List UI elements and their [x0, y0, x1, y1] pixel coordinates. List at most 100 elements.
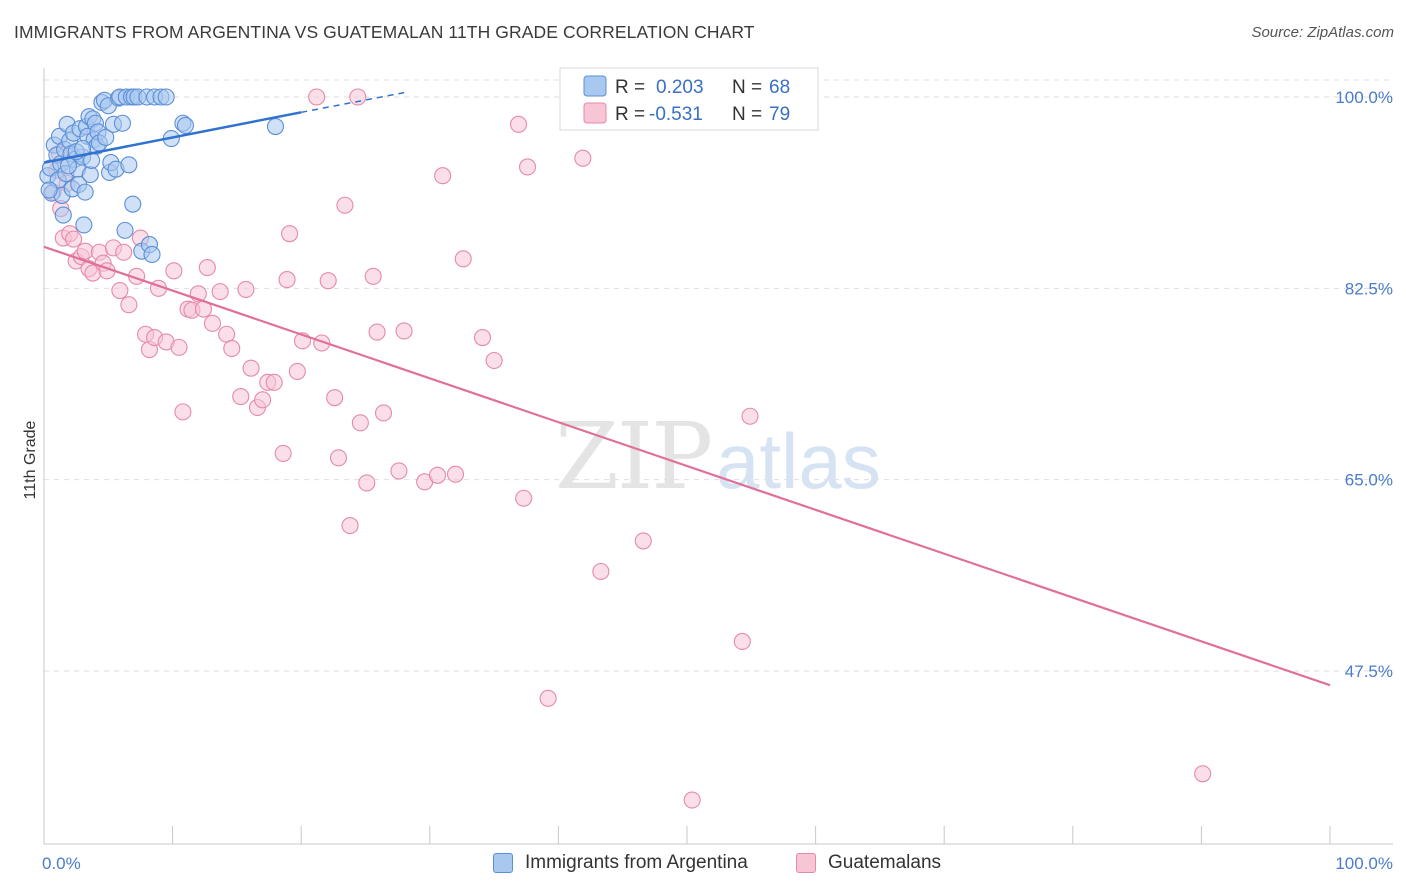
- guatemalans-trend-line: [43, 245, 1331, 687]
- guatemalans-point: [1194, 765, 1212, 783]
- bottom-legend-swatch-argentina: [493, 853, 513, 873]
- bottom-legend-swatch-guatemalans: [796, 853, 816, 873]
- guatemalans-point: [428, 466, 447, 484]
- watermark: ZIP atlas: [555, 403, 881, 510]
- argentina-point: [113, 114, 131, 132]
- guatemalans-point: [120, 296, 138, 314]
- guatemalans-point: [485, 351, 503, 370]
- y-tick-label: 47.5%: [1345, 662, 1393, 681]
- guatemalans-point: [326, 389, 344, 407]
- guatemalans-point: [170, 338, 188, 356]
- legend-r-value-2: -0.531: [649, 104, 703, 125]
- guatemalans-point: [278, 271, 296, 289]
- legend-n-label-2: N =: [732, 104, 762, 125]
- guatemalans-point: [395, 322, 413, 340]
- guatemalans-point: [741, 407, 759, 425]
- argentina-point: [266, 117, 285, 136]
- guatemalans-point: [232, 388, 250, 406]
- guatemalans-point: [434, 167, 452, 185]
- y-tick-label: 65.0%: [1345, 471, 1393, 490]
- guatemalans-point: [174, 403, 192, 421]
- chart-title: IMMIGRANTS FROM ARGENTINA VS GUATEMALAN …: [14, 22, 755, 42]
- guatemalans-point: [237, 280, 255, 298]
- guatemalans-point: [351, 414, 369, 432]
- guatemalans-point: [509, 115, 528, 133]
- x-tick-label-max: 100.0%: [1335, 854, 1393, 873]
- guatemalans-point: [203, 314, 222, 332]
- argentina-point: [143, 245, 161, 263]
- y-tick-label: 100.0%: [1335, 88, 1393, 107]
- guatemalans-point: [223, 339, 241, 358]
- argentina-point: [40, 181, 58, 199]
- guatemalans-point: [281, 225, 299, 243]
- x-tick-label-min: 0.0%: [42, 854, 81, 873]
- argentina-point: [97, 128, 115, 147]
- trend-layer: [43, 91, 1331, 687]
- argentina-point: [116, 221, 134, 239]
- legend-r-value-1: 0.203: [656, 77, 704, 98]
- guatemalans-point: [539, 689, 557, 707]
- guatemalans-point: [242, 359, 260, 377]
- guatemalans-point: [308, 88, 326, 106]
- guatemalans-point: [341, 517, 359, 535]
- guatemalans-point: [76, 242, 94, 260]
- argentina-point: [176, 116, 195, 134]
- guatemalans-point: [390, 462, 408, 480]
- guatemalans-point: [446, 465, 465, 483]
- guatemalans-point: [319, 272, 337, 290]
- legend-swatch-guatemalans: [583, 102, 607, 124]
- argentina-point: [120, 156, 138, 174]
- guatemalans-point: [211, 283, 229, 301]
- argentina-point: [76, 183, 94, 201]
- legend: R = 0.203 N = 68 R = -0.531 N = 79: [559, 67, 819, 131]
- argentina-point: [74, 139, 92, 157]
- legend-n-value-1: 68: [769, 77, 790, 98]
- guatemalans-point: [518, 158, 537, 176]
- guatemalans-point: [368, 323, 386, 341]
- bottom-legend-label-argentina: Immigrants from Argentina: [525, 852, 748, 873]
- argentina-point: [81, 166, 99, 184]
- grid-layer: [44, 79, 1393, 672]
- argentina-point: [75, 216, 93, 234]
- argentina-point: [124, 195, 142, 213]
- y-axis-label: 11th Grade: [22, 420, 39, 499]
- watermark-zip: ZIP: [555, 403, 711, 510]
- argentina-point: [54, 206, 72, 224]
- guatemalans-point: [349, 88, 367, 106]
- guatemalans-point: [574, 149, 592, 167]
- guatemalans-point: [165, 262, 183, 280]
- legend-r-label-2: R =: [615, 104, 645, 125]
- argentina-point: [59, 157, 77, 175]
- bottom-legend: Immigrants from Argentina Guatemalans: [0, 852, 1406, 878]
- guatemalans-point: [358, 474, 376, 492]
- y-tick-label: 82.5%: [1345, 279, 1393, 298]
- guatemalans-point: [515, 489, 533, 507]
- bottom-legend-label-guatemalans: Guatemalans: [828, 852, 942, 873]
- argentina-trend-line: [43, 111, 302, 164]
- source-credit: Source: ZipAtlas.com: [1251, 24, 1394, 41]
- guatemalans-point: [288, 362, 306, 380]
- guatemalans-point: [218, 325, 236, 343]
- guatemalans-point: [111, 281, 129, 300]
- legend-swatch-argentina: [583, 75, 607, 97]
- bottom-legend-guatemalans: Guatemalans: [796, 852, 941, 874]
- guatemalans-point: [198, 259, 216, 277]
- guatemalans-point: [733, 632, 751, 651]
- bottom-legend-argentina: Immigrants from Argentina: [493, 852, 748, 874]
- guatemalans-point: [254, 391, 272, 409]
- guatemalans-point: [374, 404, 393, 422]
- guatemalans-point: [65, 230, 83, 248]
- legend-n-label-1: N =: [732, 77, 762, 98]
- guatemalans-point: [454, 250, 472, 268]
- guatemalans-point: [473, 328, 492, 347]
- guatemalans-point: [274, 444, 292, 462]
- guatemalans-point: [329, 449, 348, 467]
- legend-n-value-2: 79: [769, 104, 790, 125]
- argentina-point: [157, 88, 175, 106]
- guatemalans-point: [683, 791, 701, 809]
- guatemalans-point: [634, 532, 652, 550]
- guatemalans-point: [364, 267, 382, 285]
- guatemalans-point: [115, 243, 133, 261]
- axis-layer: 47.5% 65.0% 82.5% 100.0%: [43, 68, 1393, 845]
